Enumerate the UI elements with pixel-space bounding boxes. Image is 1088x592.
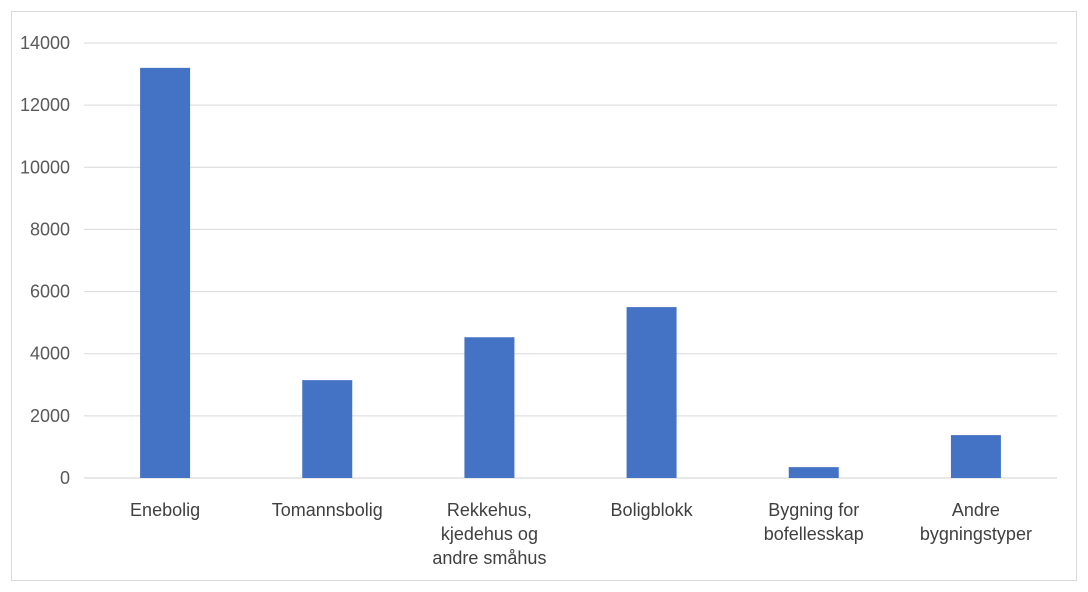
x-category-label-line: Bygning for	[768, 500, 859, 520]
bar-1	[302, 380, 353, 478]
x-category-label-line: bygningstyper	[920, 524, 1032, 544]
x-category-label-line: Boligblokk	[611, 500, 694, 520]
y-tick-label: 2000	[30, 406, 70, 426]
bars	[140, 67, 1001, 478]
x-category-label-line: Enebolig	[130, 500, 200, 520]
bar-2	[464, 337, 515, 478]
bar-3	[626, 307, 677, 478]
x-category-label-line: Andre	[952, 500, 1000, 520]
x-category-label: Tomannsbolig	[272, 500, 383, 520]
y-tick-label: 4000	[30, 344, 70, 364]
x-category-label-line: Rekkehus,	[447, 500, 532, 520]
x-category-label: Bygning for bofellesskap	[764, 500, 864, 544]
y-tick-label: 10000	[20, 157, 70, 177]
bar-0	[140, 67, 191, 478]
y-tick-label: 8000	[30, 219, 70, 239]
y-tick-label: 12000	[20, 95, 70, 115]
x-category-label: Boligblokk	[611, 500, 694, 520]
y-tick-label: 6000	[30, 282, 70, 302]
x-category-label-line: kjedehus og	[441, 524, 538, 544]
x-axis-category-labels: Enebolig Tomannsbolig Rekkehus, kjedehus og…	[130, 500, 1032, 568]
x-category-label-line: Tomannsbolig	[272, 500, 383, 520]
bar-4	[788, 467, 839, 478]
x-category-label-line: andre småhus	[432, 548, 546, 568]
gridlines	[84, 42, 1057, 479]
x-category-label: Rekkehus, kjedehus og andre småhus	[432, 500, 546, 568]
x-category-label: Enebolig	[130, 500, 200, 520]
y-tick-label: 14000	[20, 33, 70, 53]
bar-5	[950, 435, 1001, 478]
y-tick-label: 0	[60, 468, 70, 488]
y-axis-tick-labels: 0 2000 4000 6000 8000 10000 12000 14000	[20, 33, 70, 488]
x-category-label-line: bofellesskap	[764, 524, 864, 544]
x-category-label: Andre bygningstyper	[920, 500, 1032, 544]
